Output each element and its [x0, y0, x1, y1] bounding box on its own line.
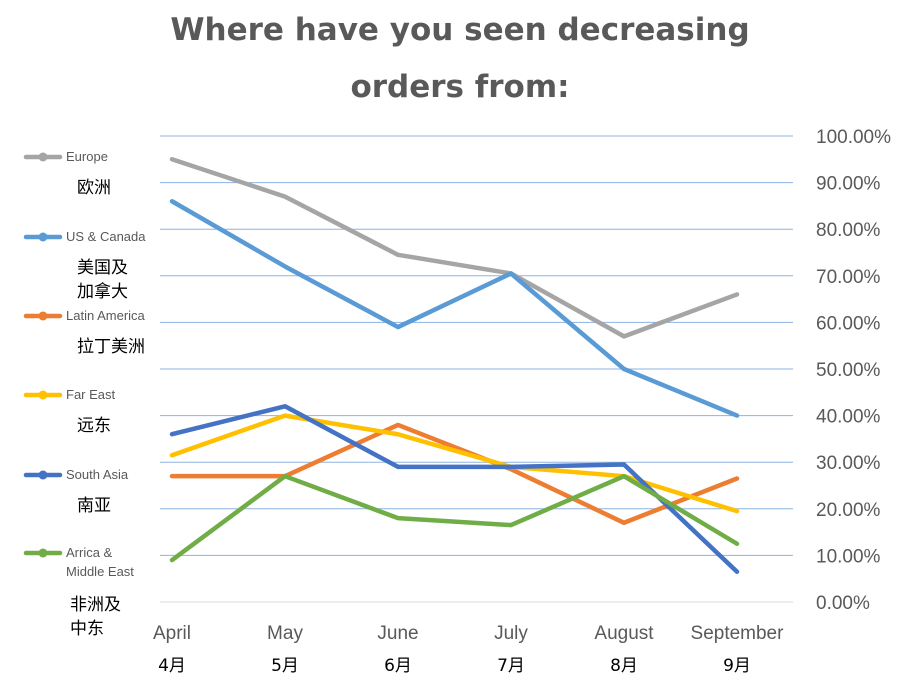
legend-swatch-marker	[38, 390, 48, 400]
legend-swatch-marker	[38, 232, 48, 242]
y-tick-label: 90.00%	[816, 174, 881, 195]
series-line	[169, 422, 740, 526]
x-tick-label: June	[377, 623, 418, 644]
legend-label-cn: 远东	[77, 416, 111, 436]
y-tick-label: 0.00%	[816, 593, 870, 614]
series-line	[169, 473, 740, 563]
x-tick-label: August	[594, 623, 654, 644]
legend-label: Latin America	[66, 308, 146, 323]
x-tick-label-cn: 4月	[158, 656, 186, 676]
x-tick-label-cn: 9月	[723, 656, 751, 676]
chart-title-line-2: orders from:	[350, 69, 570, 105]
y-tick-label: 40.00%	[816, 407, 881, 428]
x-tick-label: July	[494, 623, 528, 644]
legend-swatch-marker	[38, 548, 48, 558]
series-line	[169, 198, 740, 418]
legend-label: South Asia	[66, 467, 129, 482]
legend-swatch-marker	[38, 311, 48, 321]
chart-title-line-1: Where have you seen decreasing	[170, 12, 750, 48]
y-tick-label: 100.00%	[816, 127, 891, 148]
y-tick-label: 50.00%	[816, 360, 881, 381]
series-line	[169, 157, 740, 339]
legend-label-cn: 中东	[70, 619, 104, 639]
x-tick-label-cn: 6月	[384, 656, 412, 676]
legend-label-cn: 南亚	[77, 496, 111, 516]
y-tick-label: 70.00%	[816, 267, 881, 288]
y-tick-label: 20.00%	[816, 500, 881, 521]
legend-swatch-marker	[38, 470, 48, 480]
legend-label-cn: 非洲及	[70, 595, 121, 615]
legend-label-cn: 欧洲	[77, 178, 111, 198]
x-tick-label: April	[153, 623, 191, 644]
x-tick-label: May	[267, 623, 303, 644]
legend-label: Far East	[66, 387, 116, 402]
y-tick-label: 30.00%	[816, 453, 881, 474]
legend-label: Europe	[66, 149, 108, 164]
x-tick-label-cn: 8月	[610, 656, 638, 676]
legend-label-cn: 加拿大	[77, 281, 128, 302]
legend-label: Middle East	[66, 564, 134, 579]
series-line	[169, 404, 740, 574]
legend-label: Arrica &	[66, 545, 113, 560]
y-tick-label: 10.00%	[816, 546, 881, 567]
legend-label-cn: 美国及	[77, 258, 128, 278]
legend-label: US & Canada	[66, 229, 146, 244]
y-tick-label: 60.00%	[816, 313, 881, 334]
y-tick-label: 80.00%	[816, 220, 881, 241]
x-tick-label-cn: 7月	[497, 656, 525, 676]
x-tick-label: September	[691, 623, 785, 644]
x-tick-label-cn: 5月	[271, 656, 299, 676]
legend-swatch-marker	[38, 152, 48, 162]
legend-label-cn: 拉丁美洲	[77, 337, 145, 357]
chart-title: Where have you seen decreasing orders fr…	[150, 2, 770, 116]
